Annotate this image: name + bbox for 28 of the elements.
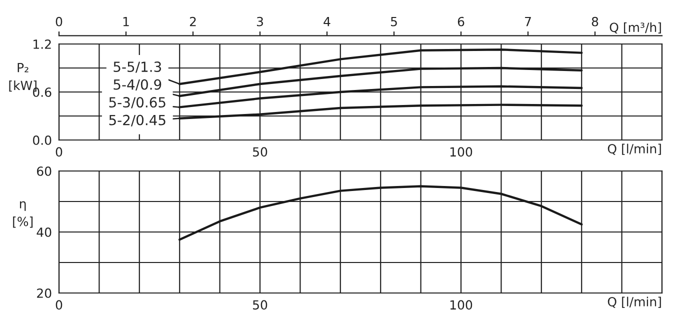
- y-tick-label: 20: [37, 288, 52, 298]
- x-tick-label: 100: [450, 147, 472, 157]
- x2-tick-label: 3: [256, 16, 263, 26]
- x2-axis-title: Q [m³/h]: [610, 22, 661, 34]
- y-tick-label: 40: [36, 227, 52, 237]
- x-tick-label: 50: [253, 300, 268, 310]
- legend-label: 5-2/0.45: [109, 114, 166, 126]
- x-axis-title: Q [l/min]: [608, 144, 661, 155]
- x2-tick-label: 2: [190, 16, 196, 26]
- x-tick-label: 50: [253, 147, 268, 157]
- x2-tick-label: 0: [56, 16, 62, 26]
- x2-tick-label: 1: [123, 17, 129, 26]
- x-axis-title: Q [l/min]: [608, 296, 661, 308]
- x2-tick-label: 4: [324, 17, 330, 26]
- x-tick-label: 0: [56, 300, 62, 310]
- x2-tick-label: 6: [458, 16, 464, 26]
- x-tick-label: 0: [56, 147, 62, 157]
- legend-label: 5-3/0.65: [109, 97, 166, 109]
- y-tick-label: 1.2: [34, 39, 51, 49]
- x2-tick-label: 5: [390, 17, 397, 26]
- y-tick-label: 60: [37, 166, 52, 176]
- series-label: 5-5/1.3: [114, 62, 162, 74]
- y-tick-label: 0.0: [33, 135, 52, 145]
- x2-tick-label: 7: [525, 17, 531, 26]
- legend-label: 5-4/0.9: [114, 79, 162, 91]
- y-axis-title: η [%]: [13, 201, 33, 228]
- x-tick-label: 100: [450, 300, 472, 310]
- x2-tick-label: 8: [592, 16, 598, 26]
